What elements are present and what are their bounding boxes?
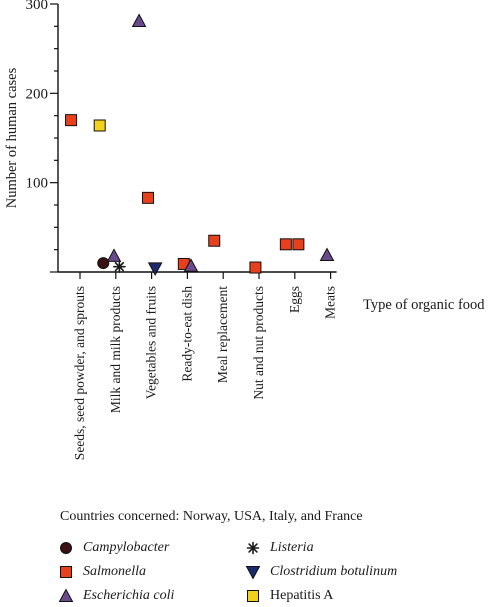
x-axis-title: Type of organic food (363, 297, 485, 313)
square-marker-icon (245, 588, 261, 604)
legend-symbol-shape (245, 566, 261, 580)
y-tick-label: 300 (26, 0, 49, 13)
data-point-salmonella (292, 238, 305, 251)
legend-symbol-shape (60, 566, 72, 578)
triangle-marker-icon (58, 588, 74, 604)
legend-item-clostridium-botulinum: Clostridium botulinum (245, 564, 397, 580)
legend-symbol-shape (247, 590, 259, 602)
legend-label-hepatitis-a: Hepatitis A (270, 588, 334, 603)
x-category-label: Ready-to-eat dish (179, 286, 194, 382)
legend-item-escherichia-coli: Escherichia coli (58, 588, 174, 604)
data-point-salmonella (65, 114, 78, 127)
circle-marker-icon (58, 540, 74, 556)
legend-label-salmonella: Salmonella (83, 564, 146, 579)
legend-item-hepatitis-a: Hepatitis A (245, 588, 333, 604)
legend: Campylobacter Salmonella Escherichia col… (58, 540, 478, 606)
y-axis-title: Number of human cases (4, 67, 20, 208)
data-point-escherichia-coli (106, 248, 122, 262)
y-tick-label: 100 (26, 176, 49, 192)
x-category-label: Eggs (287, 286, 302, 313)
data-point-escherichia-coli (319, 247, 335, 262)
data-point-escherichia-coli (131, 13, 147, 27)
x-category-label: Milk and milk products (108, 286, 123, 413)
y-tick-label: 200 (26, 86, 49, 102)
data-point-listeria (113, 260, 126, 273)
legend-label-clostridium-botulinum: Clostridium botulinum (270, 564, 398, 579)
legend-item-listeria: Listeria (245, 540, 314, 556)
x-category-label: Nut and nut products (251, 286, 266, 400)
legend-item-campylobacter: Campylobacter (58, 540, 169, 556)
data-point-salmonella (142, 191, 155, 204)
x-category-label: Vegetables and fruits (144, 286, 159, 399)
countries-note: Countries concerned: Norway, USA, Italy,… (60, 509, 363, 524)
legend-item-salmonella: Salmonella (58, 564, 146, 580)
data-point-escherichia-coli (183, 258, 199, 272)
legend-symbol-shape (246, 541, 260, 555)
data-point-salmonella (249, 261, 262, 274)
legend-label-escherichia-coli: Escherichia coli (83, 588, 175, 603)
square-marker-icon (58, 564, 74, 580)
x-category-label: Seeds, seed powder, and sprouts (72, 286, 87, 460)
x-category-label: Meal replacement (215, 286, 230, 383)
data-point-campylobacter (97, 257, 110, 270)
legend-symbol-shape (60, 542, 72, 554)
legend-symbol-shape (58, 588, 74, 602)
data-point-salmonella (208, 234, 221, 247)
data-point-clostridium-botulinum (147, 262, 163, 276)
legend-label-campylobacter: Campylobacter (83, 540, 170, 555)
data-point-salmonella (279, 238, 292, 251)
asterisk-marker-icon (245, 540, 261, 556)
triangle-down-marker-icon (245, 564, 261, 580)
legend-label-listeria: Listeria (270, 540, 314, 555)
x-category-label: Meats (323, 286, 338, 319)
data-point-hepatitis-a (93, 119, 106, 132)
